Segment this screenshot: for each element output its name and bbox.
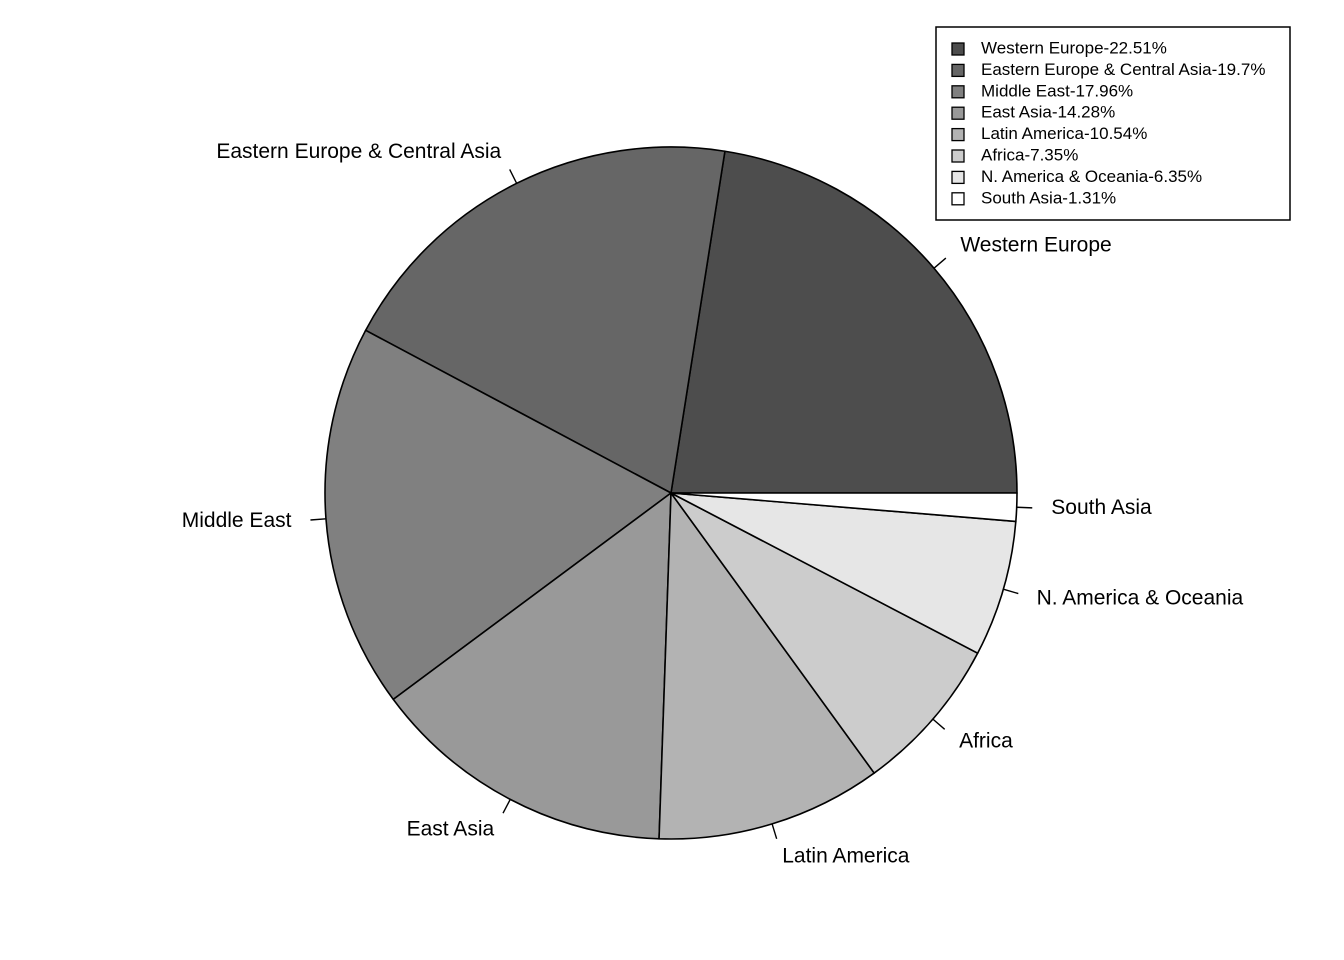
slice-label-western-europe: Western Europe — [960, 233, 1111, 256]
legend-box — [935, 26, 1291, 221]
legend-items: Western Europe-22.51% Eastern Europe & Ce… — [951, 38, 1265, 207]
label-tick-africa — [932, 718, 946, 730]
slice-label-east-asia: East Asia — [407, 818, 495, 841]
slice-label-n-america-and-oceania: N. America & Oceania — [1037, 586, 1244, 609]
label-tick-latin-america — [771, 823, 778, 839]
legend-swatch-latin-america — [951, 127, 965, 142]
legend-swatch-n-america-and-oceania — [951, 170, 965, 185]
legend-label-western-europe: Western Europe-22.51% — [981, 38, 1167, 57]
legend-label-east-asia: East Asia-14.28% — [981, 103, 1115, 122]
label-tick-eastern-europe-and-central-asia — [509, 169, 518, 184]
slice-label-africa: Africa — [959, 729, 1013, 752]
legend-label-latin-america: Latin America-10.54% — [981, 124, 1147, 143]
legend-label-n-america-and-oceania: N. America & Oceania-6.35% — [981, 167, 1202, 186]
label-tick-east-asia — [502, 799, 511, 814]
pie-slice-n-america-and-oceania — [670, 492, 1017, 654]
legend-swatch-middle-east — [951, 85, 965, 99]
pie-slice-africa — [670, 492, 979, 774]
pie-slice-latin-america — [658, 492, 875, 840]
label-tick-south-asia — [1016, 506, 1033, 509]
label-ticks — [310, 169, 1033, 839]
legend-label-eastern-europe-and-central-asia: Eastern Europe & Central Asia-19.7% — [981, 60, 1265, 79]
legend-swatch-western-europe — [951, 42, 965, 56]
slice-label-eastern-europe-and-central-asia: Eastern Europe & Central Asia — [216, 140, 501, 163]
slice-label-latin-america: Latin America — [782, 845, 910, 868]
legend-label-south-asia: South Asia-1.31% — [981, 188, 1116, 207]
legend: Western Europe-22.51% Eastern Europe & Ce… — [935, 26, 1291, 221]
legend-swatch-east-asia — [951, 106, 965, 120]
legend-swatch-africa — [951, 149, 965, 163]
pie-slices — [324, 146, 1018, 840]
slice-labels: Western Europe Eastern Europe & Central A… — [182, 140, 1244, 868]
slice-label-middle-east: Middle East — [182, 509, 292, 532]
label-tick-middle-east — [310, 518, 327, 521]
pie-slice-western-europe — [670, 150, 1018, 494]
label-tick-n-america-and-oceania — [1003, 588, 1019, 595]
legend-label-africa: Africa-7.35% — [981, 145, 1078, 164]
legend-swatch-south-asia — [951, 192, 965, 206]
slice-label-south-asia: South Asia — [1051, 496, 1152, 519]
pie-slice-eastern-europe-and-central-asia — [364, 146, 726, 494]
label-tick-western-europe — [933, 257, 947, 269]
legend-swatch-eastern-europe-and-central-asia — [951, 63, 965, 78]
pie-slice-south-asia — [670, 492, 1018, 523]
legend-label-middle-east: Middle East-17.96% — [981, 81, 1133, 100]
pie-slice-east-asia — [392, 492, 672, 840]
